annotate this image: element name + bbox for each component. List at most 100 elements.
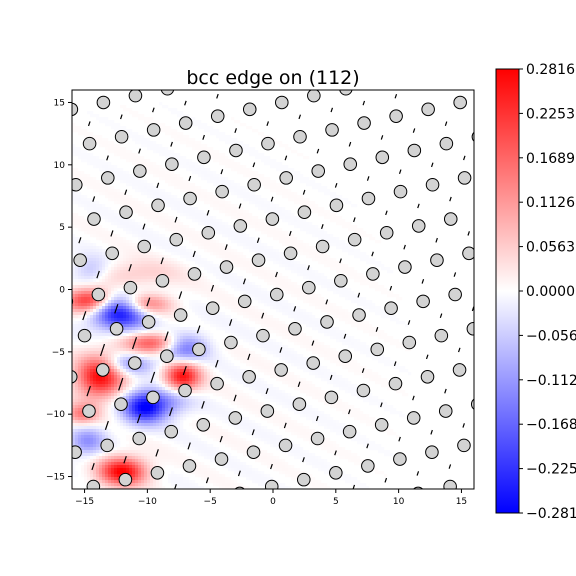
field-cell [228,294,232,298]
field-cell [204,144,208,148]
field-cell [339,333,343,337]
field-cell [189,285,193,289]
field-cell [381,354,385,358]
field-cell [348,288,352,292]
field-cell [111,195,115,199]
field-cell [138,222,142,226]
field-cell [150,171,154,175]
field-cell [231,351,235,355]
field-cell [108,342,112,346]
field-cell [75,279,79,283]
field-cell [360,252,364,256]
field-cell [183,255,187,259]
field-cell [165,243,169,247]
field-cell [309,270,313,274]
field-cell [105,276,109,280]
field-cell [123,177,127,181]
field-cell [270,255,274,259]
field-cell [390,291,394,295]
field-cell [171,111,175,115]
field-cell [123,306,127,310]
field-cell [312,255,316,259]
field-cell [144,234,148,238]
field-cell [156,213,160,217]
field-cell [201,147,205,151]
field-cell [105,336,109,340]
field-cell [114,222,118,226]
field-cell [93,273,97,277]
field-cell [87,174,91,178]
field-cell [78,174,82,178]
field-cell [330,330,334,334]
field-cell [234,282,238,286]
field-cell [270,231,274,235]
field-cell [234,327,238,331]
field-cell [132,183,136,187]
field-cell [147,123,151,127]
field-cell [234,321,238,325]
field-cell [357,324,361,328]
field-cell [147,342,151,346]
field-cell [255,306,259,310]
field-cell [318,183,322,187]
field-cell [225,135,229,139]
field-cell [105,231,109,235]
field-cell [135,210,139,214]
field-cell [354,273,358,277]
field-cell [186,327,190,331]
field-cell [264,303,268,307]
field-cell [171,201,175,205]
field-cell [195,303,199,307]
field-cell [279,192,283,196]
field-cell [102,360,106,364]
field-cell [258,177,262,181]
field-cell [141,345,145,349]
field-cell [327,240,331,244]
field-cell [108,150,112,154]
field-cell [261,135,265,139]
field-cell [348,315,352,319]
field-cell [90,252,94,256]
field-cell [228,162,232,166]
field-cell [129,258,133,262]
field-cell [120,237,124,241]
field-cell [78,354,82,358]
field-cell [120,216,124,220]
field-cell [219,357,223,361]
field-cell [177,180,181,184]
field-cell [81,321,85,325]
field-cell [324,261,328,265]
field-cell [324,279,328,283]
field-cell [195,210,199,214]
field-cell [138,255,142,259]
field-cell [132,264,136,268]
field-cell [300,240,304,244]
field-cell [168,174,172,178]
field-cell [234,216,238,220]
field-cell [222,153,226,157]
field-cell [366,258,370,262]
field-cell [123,240,127,244]
field-cell [234,351,238,355]
field-cell [207,198,211,202]
field-cell [138,138,142,142]
field-cell [174,198,178,202]
field-cell [324,306,328,310]
field-cell [354,300,358,304]
field-cell [117,192,121,196]
field-cell [234,237,238,241]
field-cell [120,336,124,340]
field-cell [312,294,316,298]
field-cell [123,321,127,325]
field-cell [279,186,283,190]
field-cell [345,342,349,346]
field-cell [156,255,160,259]
field-cell [180,225,184,229]
field-cell [102,261,106,265]
field-cell [252,171,256,175]
field-cell [159,222,163,226]
field-cell [195,243,199,247]
field-cell [228,321,232,325]
field-cell [183,270,187,274]
field-cell [285,354,289,358]
